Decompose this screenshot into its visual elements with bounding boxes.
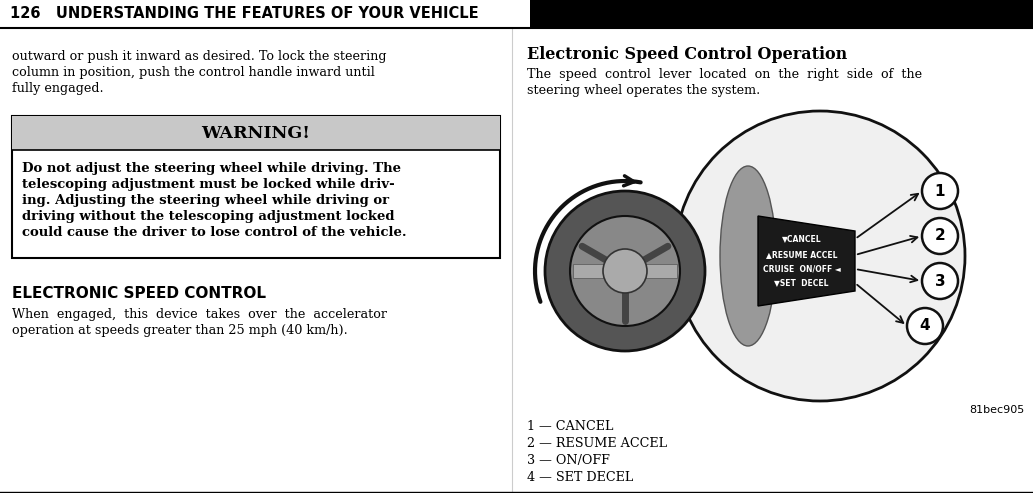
Text: ▼SET  DECEL: ▼SET DECEL <box>775 279 828 287</box>
Bar <box>12 116 500 150</box>
Bar <box>0 0 530 28</box>
Polygon shape <box>758 216 855 306</box>
Text: operation at speeds greater than 25 mph (40 km/h).: operation at speeds greater than 25 mph … <box>12 324 348 337</box>
Text: 3: 3 <box>935 274 945 288</box>
Text: 2: 2 <box>935 228 945 244</box>
Text: ▲RESUME ACCEL: ▲RESUME ACCEL <box>765 250 838 259</box>
Text: The  speed  control  lever  located  on  the  right  side  of  the: The speed control lever located on the r… <box>527 68 922 81</box>
Text: 4 — SET DECEL: 4 — SET DECEL <box>527 471 633 484</box>
Text: driving without the telescoping adjustment locked: driving without the telescoping adjustme… <box>22 210 395 223</box>
Circle shape <box>922 263 958 299</box>
Text: When  engaged,  this  device  takes  over  the  accelerator: When engaged, this device takes over the… <box>12 308 387 321</box>
Circle shape <box>675 111 965 401</box>
Text: 81bec905: 81bec905 <box>970 405 1025 415</box>
Text: telescoping adjustment must be locked while driv-: telescoping adjustment must be locked wh… <box>22 178 395 191</box>
Circle shape <box>907 308 943 344</box>
Text: WARNING!: WARNING! <box>201 125 311 141</box>
Circle shape <box>603 249 647 293</box>
Circle shape <box>922 173 958 209</box>
Text: ▼CANCEL: ▼CANCEL <box>782 235 821 244</box>
Text: Do not adjust the steering wheel while driving. The: Do not adjust the steering wheel while d… <box>22 162 401 175</box>
Text: CRUISE  ON/OFF ◄: CRUISE ON/OFF ◄ <box>762 265 841 274</box>
Text: fully engaged.: fully engaged. <box>12 82 103 95</box>
Text: 4: 4 <box>919 318 931 333</box>
Text: ELECTRONIC SPEED CONTROL: ELECTRONIC SPEED CONTROL <box>12 286 267 301</box>
Circle shape <box>922 218 958 254</box>
Ellipse shape <box>720 166 776 346</box>
Text: 3 — ON/OFF: 3 — ON/OFF <box>527 454 609 467</box>
Circle shape <box>545 191 705 351</box>
Text: steering wheel operates the system.: steering wheel operates the system. <box>527 84 760 97</box>
Text: 1 — CANCEL: 1 — CANCEL <box>527 420 614 433</box>
Text: 2 — RESUME ACCEL: 2 — RESUME ACCEL <box>527 437 667 450</box>
Bar <box>573 264 677 278</box>
Text: could cause the driver to lose control of the vehicle.: could cause the driver to lose control o… <box>22 226 407 239</box>
Text: column in position, push the control handle inward until: column in position, push the control han… <box>12 66 375 79</box>
Circle shape <box>570 216 680 326</box>
Text: Electronic Speed Control Operation: Electronic Speed Control Operation <box>527 46 847 63</box>
Text: ing. Adjusting the steering wheel while driving or: ing. Adjusting the steering wheel while … <box>22 194 389 207</box>
Text: 126   UNDERSTANDING THE FEATURES OF YOUR VEHICLE: 126 UNDERSTANDING THE FEATURES OF YOUR V… <box>10 6 478 22</box>
Bar <box>12 116 500 258</box>
Text: 1: 1 <box>935 183 945 199</box>
Bar <box>530 0 1033 28</box>
Text: outward or push it inward as desired. To lock the steering: outward or push it inward as desired. To… <box>12 50 386 63</box>
